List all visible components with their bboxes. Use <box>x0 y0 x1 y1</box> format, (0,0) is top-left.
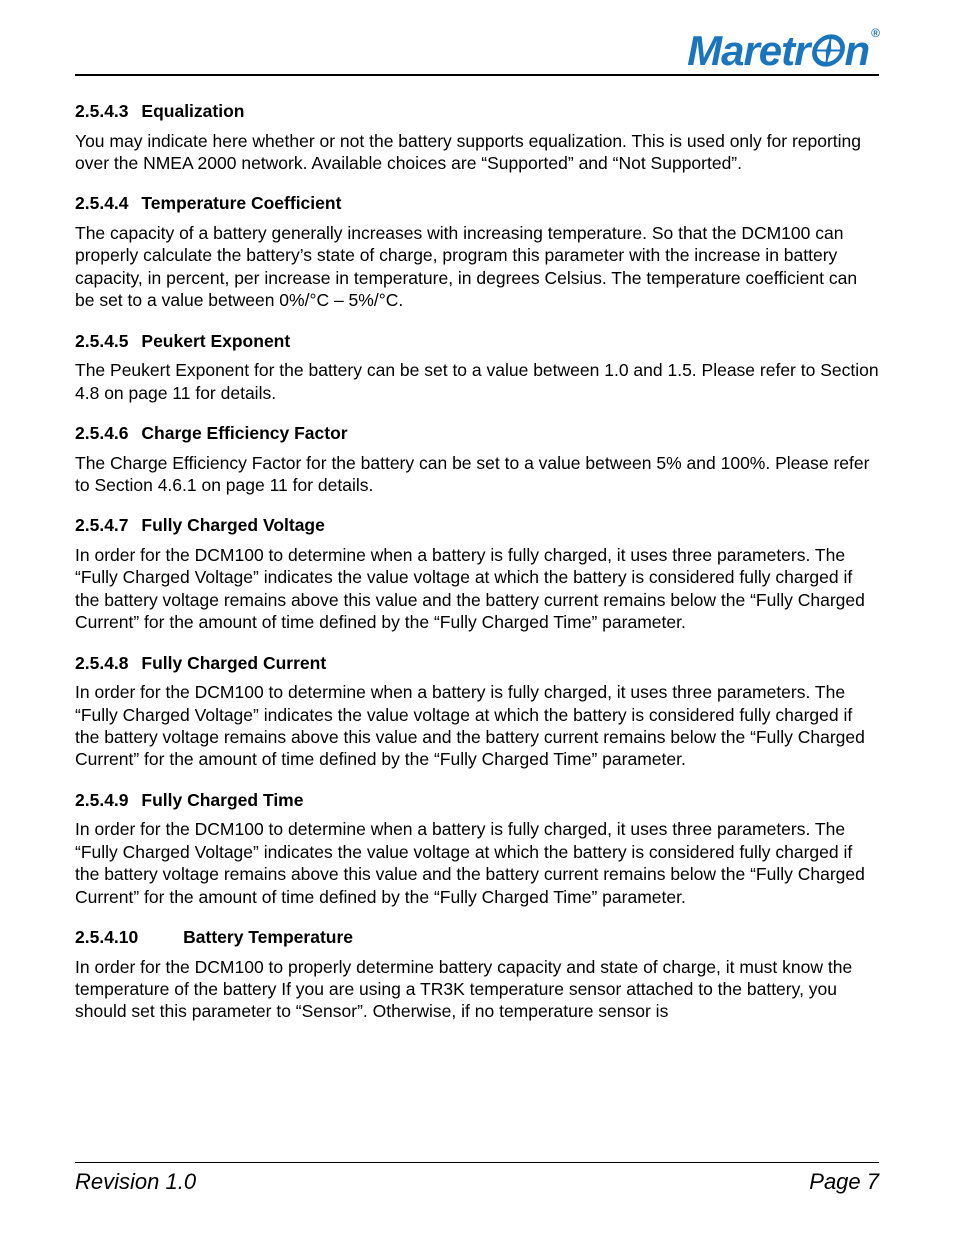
section-title: Equalization <box>141 100 244 124</box>
page-footer: Revision 1.0 Page 7 <box>75 1162 879 1195</box>
section-fully-charged-voltage: 2.5.4.7 Fully Charged Voltage In order f… <box>75 514 879 633</box>
registered-mark: ® <box>871 27 879 39</box>
compass-icon <box>809 34 848 67</box>
revision-label: Revision 1.0 <box>75 1169 196 1195</box>
section-heading: 2.5.4.7 Fully Charged Voltage <box>75 514 879 538</box>
section-number: 2.5.4.5 <box>75 330 129 354</box>
section-heading: 2.5.4.6 Charge Efficiency Factor <box>75 422 879 446</box>
section-title: Temperature Coefficient <box>141 192 341 216</box>
section-body: In order for the DCM100 to determine whe… <box>75 818 879 908</box>
section-body: You may indicate here whether or not the… <box>75 130 879 175</box>
section-heading: 2.5.4.5 Peukert Exponent <box>75 330 879 354</box>
section-equalization: 2.5.4.3 Equalization You may indicate he… <box>75 100 879 174</box>
section-number: 2.5.4.6 <box>75 422 129 446</box>
section-number: 2.5.4.10 <box>75 926 138 950</box>
section-heading: 2.5.4.3 Equalization <box>75 100 879 124</box>
page-number: Page 7 <box>809 1169 879 1195</box>
section-fully-charged-time: 2.5.4.9 Fully Charged Time In order for … <box>75 789 879 908</box>
section-title: Charge Efficiency Factor <box>141 422 347 446</box>
section-title: Fully Charged Time <box>141 789 303 813</box>
section-heading: 2.5.4.4 Temperature Coefficient <box>75 192 879 216</box>
section-body: The Peukert Exponent for the battery can… <box>75 359 879 404</box>
brand-name-left: Maretr <box>687 30 809 72</box>
section-title: Battery Temperature <box>183 926 353 950</box>
document-page: Maretr n ® 2.5.4.3 Equalization You may … <box>0 0 954 1235</box>
section-charge-efficiency-factor: 2.5.4.6 Charge Efficiency Factor The Cha… <box>75 422 879 496</box>
section-temperature-coefficient: 2.5.4.4 Temperature Coefficient The capa… <box>75 192 879 311</box>
section-heading: 2.5.4.9 Fully Charged Time <box>75 789 879 813</box>
section-body: In order for the DCM100 to properly dete… <box>75 956 879 1023</box>
section-body: The Charge Efficiency Factor for the bat… <box>75 452 879 497</box>
section-peukert-exponent: 2.5.4.5 Peukert Exponent The Peukert Exp… <box>75 330 879 404</box>
brand-name-right: n <box>845 30 870 72</box>
section-fully-charged-current: 2.5.4.8 Fully Charged Current In order f… <box>75 652 879 771</box>
section-heading: 2.5.4.8 Fully Charged Current <box>75 652 879 676</box>
section-number: 2.5.4.9 <box>75 789 129 813</box>
section-number: 2.5.4.7 <box>75 514 129 538</box>
section-body: In order for the DCM100 to determine whe… <box>75 681 879 771</box>
section-battery-temperature: 2.5.4.10 Battery Temperature In order fo… <box>75 926 879 1023</box>
section-body: In order for the DCM100 to determine whe… <box>75 544 879 634</box>
page-header: Maretr n ® <box>75 30 879 76</box>
section-title: Peukert Exponent <box>141 330 290 354</box>
section-number: 2.5.4.8 <box>75 652 129 676</box>
section-number: 2.5.4.4 <box>75 192 129 216</box>
section-body: The capacity of a battery generally incr… <box>75 222 879 312</box>
section-number: 2.5.4.3 <box>75 100 129 124</box>
section-title: Fully Charged Voltage <box>141 514 324 538</box>
section-title: Fully Charged Current <box>141 652 326 676</box>
brand-logo: Maretr n ® <box>687 30 879 72</box>
section-heading: 2.5.4.10 Battery Temperature <box>75 926 879 950</box>
